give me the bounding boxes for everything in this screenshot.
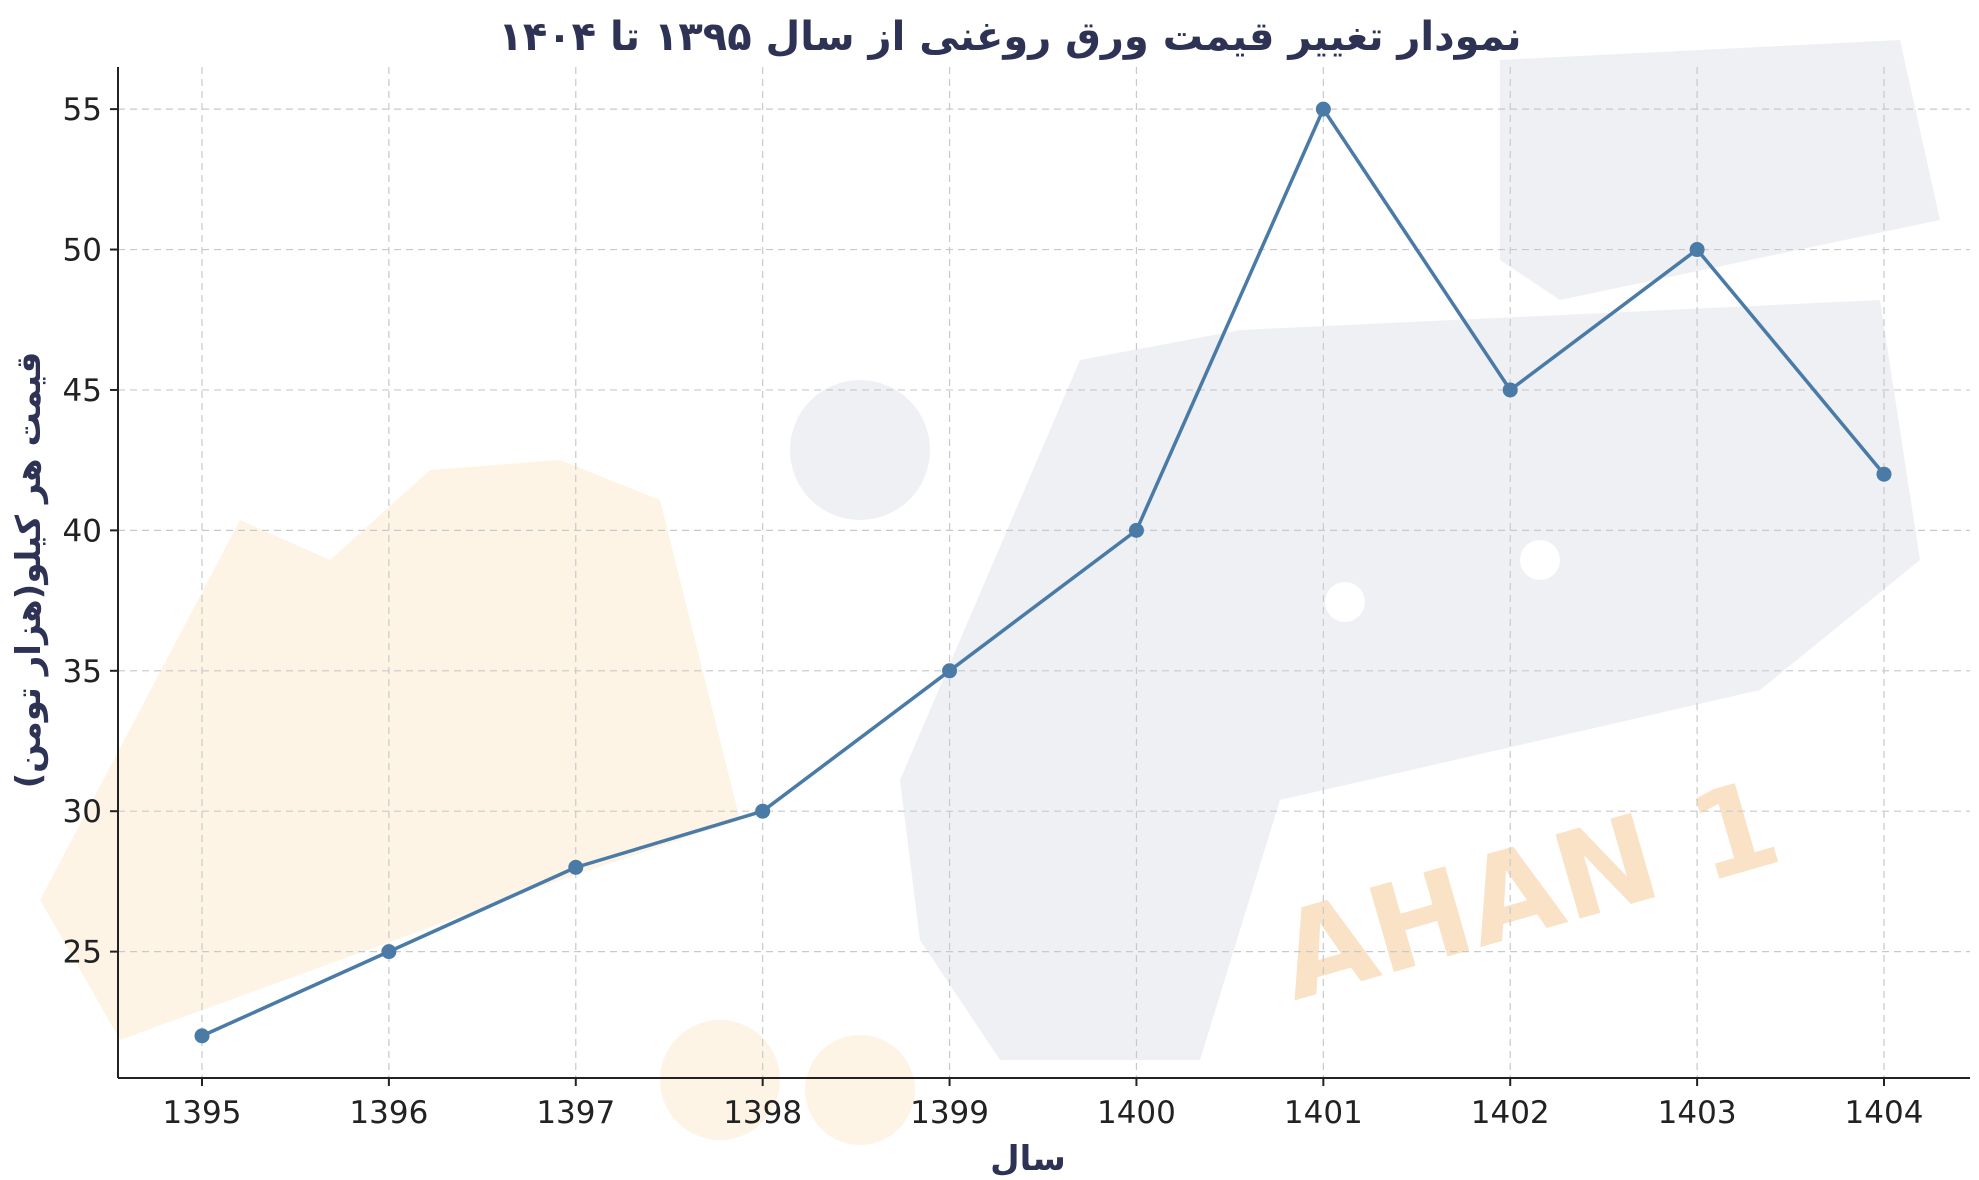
x-axis-label: سال <box>990 1139 1066 1179</box>
x-tick-label: 1402 <box>1471 1095 1550 1131</box>
series <box>194 101 1892 1044</box>
data-point <box>568 859 584 875</box>
data-point <box>1502 382 1518 398</box>
y-tick-label: 50 <box>63 233 102 269</box>
y-tick-label: 25 <box>63 935 102 971</box>
y-tick-label: 35 <box>63 654 102 690</box>
x-tick-label: 1400 <box>1097 1095 1176 1131</box>
x-axis-ticks: 1395 1396 1397 1398 1399 1400 1401 1402 1403 1404 <box>163 1078 1924 1131</box>
y-tick-label: 55 <box>63 92 102 128</box>
data-point <box>1315 101 1331 117</box>
x-tick-label: 1403 <box>1658 1095 1737 1131</box>
y-axis-label: قیمت هر کیلو(هزار تومن) <box>9 352 49 789</box>
grid <box>118 67 1970 1078</box>
data-point <box>381 944 397 960</box>
watermark-text: AHAN 1 <box>1264 754 1794 1029</box>
series-line <box>201 107 1886 1038</box>
y-tick-label: 30 <box>63 794 102 830</box>
data-point <box>1876 466 1892 482</box>
x-tick-label: 1397 <box>536 1095 615 1131</box>
x-tick-label: 1398 <box>723 1095 802 1131</box>
data-point <box>1689 242 1705 258</box>
data-point <box>1128 522 1144 538</box>
chart-title: نمودار تغییر قیمت ورق روغنی از سال ۱۳۹۵ … <box>498 14 1521 60</box>
data-point <box>194 1028 210 1044</box>
x-tick-label: 1399 <box>910 1095 989 1131</box>
x-tick-label: 1404 <box>1845 1095 1924 1131</box>
y-axis-ticks: 25 30 35 40 45 50 55 <box>63 92 118 971</box>
x-tick-label: 1396 <box>349 1095 428 1131</box>
x-tick-label: 1401 <box>1284 1095 1363 1131</box>
x-tick-label: 1395 <box>163 1095 242 1131</box>
data-point <box>942 663 958 679</box>
axes <box>117 67 1970 1079</box>
data-point <box>755 803 771 819</box>
y-tick-label: 45 <box>63 373 102 409</box>
y-tick-label: 40 <box>63 513 102 549</box>
